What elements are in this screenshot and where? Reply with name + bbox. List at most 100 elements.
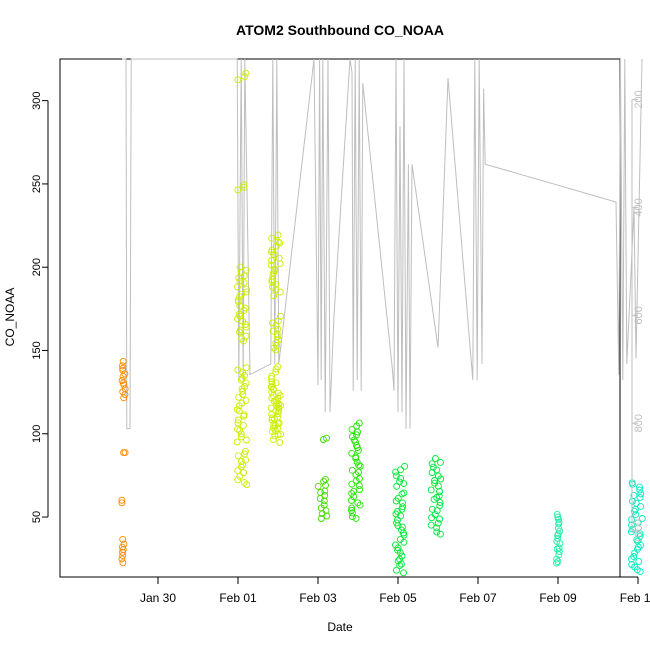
data-point <box>119 366 127 374</box>
data-point <box>268 234 276 242</box>
data-point <box>630 507 638 515</box>
data-point <box>555 518 563 526</box>
data-point <box>242 379 250 387</box>
data-point <box>320 501 328 509</box>
data-point <box>240 181 248 189</box>
data-point <box>393 519 401 527</box>
data-point <box>241 383 249 390</box>
data-point <box>630 491 638 499</box>
data-point <box>274 325 282 333</box>
data-point <box>392 472 400 480</box>
data-point <box>119 535 127 543</box>
data-point <box>427 521 435 529</box>
data-point <box>274 403 282 411</box>
data-point <box>396 535 404 543</box>
data-point <box>233 405 241 413</box>
y-axis-label: CO_NOAA <box>3 288 17 347</box>
data-point <box>234 476 242 484</box>
data-point <box>269 327 277 335</box>
data-point <box>270 292 278 300</box>
data-point <box>242 397 250 405</box>
data-point <box>428 460 436 468</box>
data-point <box>348 449 356 457</box>
data-point <box>119 364 127 372</box>
data-point <box>394 557 402 565</box>
data-point <box>268 427 276 435</box>
data-point <box>236 472 244 480</box>
data-point <box>636 530 644 538</box>
data-point <box>398 552 406 560</box>
data-point <box>276 239 284 247</box>
data-point <box>433 524 441 532</box>
data-point <box>237 430 245 438</box>
data-point <box>241 372 248 379</box>
data-point <box>241 73 249 81</box>
data-point <box>118 555 126 563</box>
data-point <box>277 312 284 320</box>
data-point <box>436 515 444 523</box>
data-point <box>630 553 638 560</box>
data-point <box>437 458 444 466</box>
data-point <box>268 380 276 388</box>
data-point <box>237 268 245 276</box>
data-point <box>392 541 399 549</box>
data-point <box>277 430 285 438</box>
right-tick-label: 1000 <box>633 519 645 543</box>
x-tick-label: Feb 01 <box>219 591 257 605</box>
data-point <box>553 510 561 518</box>
data-point <box>319 436 327 443</box>
data-point <box>434 472 442 480</box>
data-point <box>234 416 242 424</box>
data-point <box>236 326 244 334</box>
data-point <box>239 422 247 430</box>
x-axis-label: Date <box>327 620 353 634</box>
data-point <box>240 279 248 287</box>
data-point <box>270 250 278 258</box>
data-point <box>236 263 244 271</box>
data-point <box>431 477 438 484</box>
data-point <box>632 511 640 519</box>
data-point <box>436 502 444 509</box>
data-point <box>240 411 248 419</box>
x-tick-label: Feb 11 <box>620 591 650 605</box>
data-point <box>399 503 407 511</box>
data-point <box>234 76 242 84</box>
data-point <box>276 439 284 447</box>
y-tick-label: 100 <box>31 425 43 443</box>
data-point <box>242 456 250 464</box>
data-point <box>636 486 644 494</box>
altitude-trace-line <box>122 58 643 430</box>
data-point <box>273 333 281 341</box>
altitude-trace-layer <box>122 58 643 430</box>
data-point <box>431 455 439 462</box>
data-point <box>399 499 406 507</box>
data-point <box>348 504 356 512</box>
data-point <box>243 436 250 444</box>
y-tick-label: 250 <box>31 175 43 193</box>
data-point <box>237 376 245 384</box>
data-point <box>267 404 275 412</box>
data-point <box>393 482 401 490</box>
data-point <box>321 475 329 483</box>
data-point <box>121 449 129 457</box>
data-point <box>397 466 404 474</box>
data-point <box>637 490 645 498</box>
data-point <box>400 480 408 488</box>
data-point <box>274 363 282 371</box>
data-point <box>555 544 563 552</box>
scatter-points-layer <box>118 69 646 577</box>
data-point <box>632 499 640 507</box>
data-point <box>629 525 637 533</box>
data-point <box>348 513 356 521</box>
data-point <box>269 436 277 444</box>
data-point <box>234 452 242 460</box>
data-point <box>118 377 126 384</box>
data-point <box>636 532 644 540</box>
data-point <box>431 511 439 519</box>
data-point <box>234 467 242 475</box>
data-point <box>347 496 355 504</box>
x-tick-label: Feb 05 <box>379 591 417 605</box>
data-point <box>431 479 439 487</box>
data-point <box>634 519 642 527</box>
